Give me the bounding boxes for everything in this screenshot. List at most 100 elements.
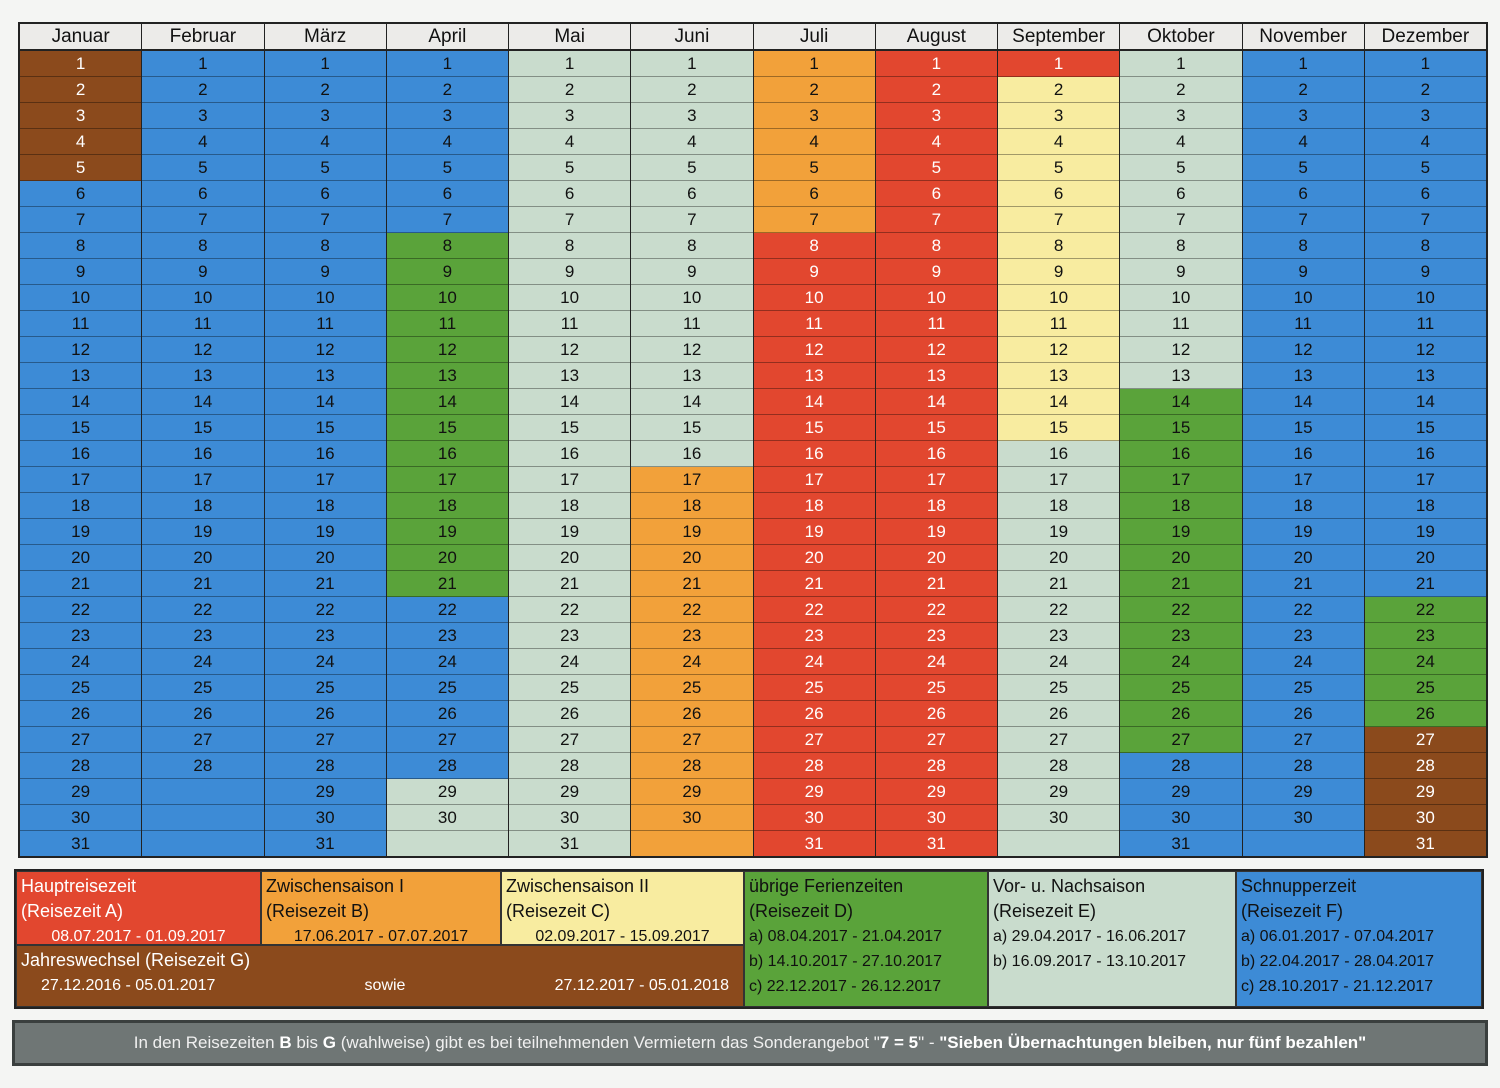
day-cell: 28 xyxy=(386,753,508,779)
legend-f-range-a: a) 06.01.2017 - 07.04.2017 xyxy=(1241,928,1435,945)
day-cell: 4 xyxy=(1364,129,1486,155)
legend-a-range: 08.07.2017 - 01.09.2017 xyxy=(51,928,226,945)
day-cell: 25 xyxy=(386,675,508,701)
day-cell: 28 xyxy=(753,753,875,779)
day-cell: 8 xyxy=(753,233,875,259)
note-text-2: bis xyxy=(291,1033,323,1052)
day-cell: 12 xyxy=(20,337,142,363)
day-cell: 1 xyxy=(753,51,875,77)
day-cell: 31 xyxy=(875,831,997,856)
day-cell: 3 xyxy=(753,103,875,129)
day-cell: 18 xyxy=(753,493,875,519)
day-cell: 23 xyxy=(20,623,142,649)
day-cell: 1 xyxy=(386,51,508,77)
day-cell: 22 xyxy=(142,597,264,623)
season-calendar: Januar 1 2 3 4 5 6 7 8 9 10 11 12 13 14 15 16 17 18 19 20 21 2… xyxy=(18,22,1488,858)
day-cell: 16 xyxy=(1242,441,1364,467)
day-cell: 20 xyxy=(142,545,264,571)
day-cell: 18 xyxy=(142,493,264,519)
day-cell: 23 xyxy=(631,623,753,649)
month-header: September xyxy=(998,24,1120,51)
legend-g-range-2: 27.12.2017 - 05.01.2018 xyxy=(554,977,729,994)
day-cell: 27 xyxy=(1120,727,1242,753)
day-cell: 31 xyxy=(20,831,142,856)
legend-e-range-a: a) 29.04.2017 - 16.06.2017 xyxy=(993,928,1187,945)
day-cell: 20 xyxy=(1120,545,1242,571)
day-cell: 12 xyxy=(1120,337,1242,363)
empty-cell xyxy=(386,831,508,856)
day-cell: 20 xyxy=(753,545,875,571)
day-cell: 25 xyxy=(142,675,264,701)
day-cell: 10 xyxy=(998,285,1120,311)
day-cell: 2 xyxy=(264,77,386,103)
legend: Hauptreisezeit (Reisezeit A) 08.07.2017 … xyxy=(14,869,1484,1009)
day-cell: 18 xyxy=(1120,493,1242,519)
day-cell: 16 xyxy=(142,441,264,467)
day-cell: 30 xyxy=(998,805,1120,831)
day-cell: 1 xyxy=(631,51,753,77)
day-cell: 27 xyxy=(386,727,508,753)
day-cell: 5 xyxy=(875,155,997,181)
empty-cell xyxy=(998,831,1120,856)
day-cell: 21 xyxy=(631,571,753,597)
day-cell: 11 xyxy=(631,311,753,337)
day-cell: 6 xyxy=(264,181,386,207)
day-cell: 12 xyxy=(142,337,264,363)
day-cell: 22 xyxy=(631,597,753,623)
day-cell: 4 xyxy=(142,129,264,155)
day-cell: 9 xyxy=(875,259,997,285)
legend-c-title: Zwischensaison II xyxy=(506,876,650,896)
day-cell: 2 xyxy=(386,77,508,103)
day-cell: 5 xyxy=(998,155,1120,181)
day-cell: 9 xyxy=(386,259,508,285)
day-cell: 17 xyxy=(753,467,875,493)
day-cell: 21 xyxy=(142,571,264,597)
day-cell: 6 xyxy=(998,181,1120,207)
day-cell: 1 xyxy=(20,51,142,77)
day-cell: 5 xyxy=(753,155,875,181)
day-cell: 4 xyxy=(753,129,875,155)
day-cell: 15 xyxy=(998,415,1120,441)
day-cell: 5 xyxy=(142,155,264,181)
day-cell: 21 xyxy=(875,571,997,597)
day-cell: 19 xyxy=(386,519,508,545)
month-column-september: September 1 2 3 4 5 6 7 8 9 10 11 12 13 14 15 16 17 18 19 20… xyxy=(998,24,1121,856)
day-cell: 13 xyxy=(875,363,997,389)
day-cell: 22 xyxy=(264,597,386,623)
day-cell: 19 xyxy=(875,519,997,545)
day-cell: 6 xyxy=(1364,181,1486,207)
legend-b-range: 17.06.2017 - 07.07.2017 xyxy=(293,928,469,945)
day-cell: 3 xyxy=(386,103,508,129)
day-cell: 14 xyxy=(20,389,142,415)
day-cell: 9 xyxy=(998,259,1120,285)
day-cell: 27 xyxy=(1242,727,1364,753)
day-cell: 10 xyxy=(1120,285,1242,311)
day-cell: 8 xyxy=(386,233,508,259)
day-cell: 13 xyxy=(386,363,508,389)
day-cell: 14 xyxy=(998,389,1120,415)
day-cell: 23 xyxy=(1120,623,1242,649)
day-cell: 6 xyxy=(875,181,997,207)
day-cell: 11 xyxy=(753,311,875,337)
day-cell: 12 xyxy=(386,337,508,363)
day-cell: 18 xyxy=(1364,493,1486,519)
day-cell: 4 xyxy=(509,129,631,155)
note-bold-b: B xyxy=(279,1033,292,1052)
day-cell: 14 xyxy=(509,389,631,415)
note-bold-g: G xyxy=(322,1033,337,1052)
day-cell: 23 xyxy=(264,623,386,649)
day-cell: 10 xyxy=(875,285,997,311)
day-cell: 29 xyxy=(1242,779,1364,805)
day-cell: 24 xyxy=(142,649,264,675)
day-cell: 24 xyxy=(20,649,142,675)
legend-reisezeit-b: Zwischensaison I (Reisezeit B) 17.06.201… xyxy=(261,871,501,945)
day-cell: 25 xyxy=(1120,675,1242,701)
empty-cell xyxy=(142,779,264,805)
day-cell: 25 xyxy=(631,675,753,701)
legend-f-sub: (Reisezeit F) xyxy=(1241,901,1344,921)
day-cell: 19 xyxy=(264,519,386,545)
day-cell: 24 xyxy=(875,649,997,675)
day-cell: 11 xyxy=(386,311,508,337)
day-cell: 31 xyxy=(753,831,875,856)
day-cell: 7 xyxy=(264,207,386,233)
